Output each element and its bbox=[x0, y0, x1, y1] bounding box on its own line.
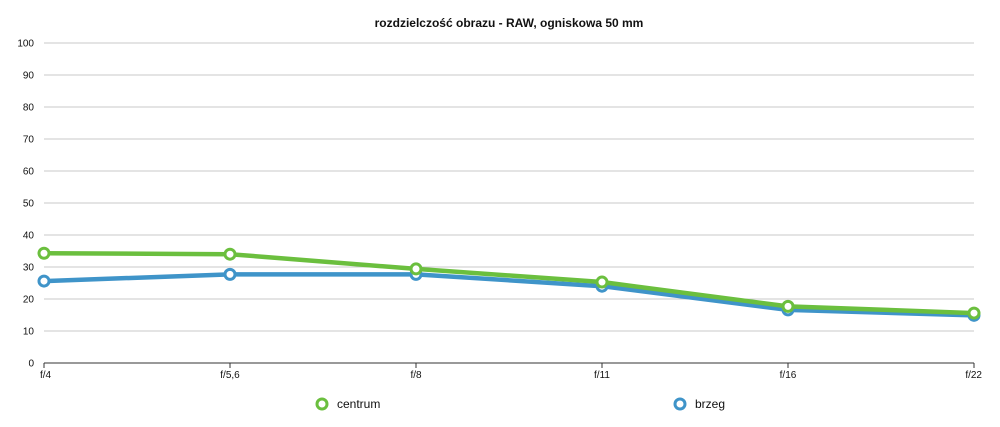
x-tick-label: f/4 bbox=[40, 370, 52, 381]
y-tick-label: 10 bbox=[23, 327, 35, 338]
series-line bbox=[41, 250, 977, 316]
y-tick-label: 30 bbox=[23, 263, 35, 274]
legend-label: brzeg bbox=[695, 397, 725, 411]
series-lines bbox=[37, 246, 981, 322]
data-point bbox=[223, 267, 237, 281]
y-axis-tick-labels: 0 10 20 30 40 50 60 70 80 90 100 bbox=[17, 39, 34, 370]
legend-label: centrum bbox=[337, 397, 380, 411]
y-tick-label: 60 bbox=[23, 167, 35, 178]
data-point bbox=[37, 246, 51, 260]
legend-marker bbox=[673, 397, 687, 411]
y-tick-label: 80 bbox=[23, 103, 35, 114]
legend-marker bbox=[315, 397, 329, 411]
data-point bbox=[223, 247, 237, 261]
data-point bbox=[781, 299, 795, 313]
y-tick-label: 20 bbox=[23, 295, 35, 306]
y-tick-label: 90 bbox=[23, 71, 35, 82]
series-line bbox=[41, 272, 977, 318]
y-tick-label: 50 bbox=[23, 199, 35, 210]
gridlines bbox=[44, 42, 974, 364]
legend: centrum brzeg bbox=[315, 397, 725, 411]
data-point bbox=[409, 262, 423, 276]
legend-item: centrum bbox=[315, 397, 380, 411]
x-tick-label: f/11 bbox=[594, 370, 610, 381]
chart-title: rozdzielczość obrazu - RAW, ogniskowa 50… bbox=[375, 16, 644, 30]
x-tick-label: f/5,6 bbox=[220, 370, 240, 381]
legend-item: brzeg bbox=[673, 397, 725, 411]
x-tick-label: f/22 bbox=[965, 370, 982, 381]
data-point bbox=[37, 274, 51, 288]
series-centrum bbox=[37, 246, 981, 320]
data-point bbox=[967, 306, 981, 320]
x-tick-label: f/8 bbox=[410, 370, 422, 381]
y-tick-label: 0 bbox=[28, 359, 34, 370]
data-point bbox=[595, 275, 609, 289]
x-tick-label: f/16 bbox=[780, 370, 797, 381]
y-tick-label: 70 bbox=[23, 135, 35, 146]
y-tick-label: 100 bbox=[17, 39, 34, 50]
x-axis-tick-labels: f/4 f/5,6 f/8 f/11 f/16 f/22 bbox=[40, 363, 982, 381]
y-tick-label: 40 bbox=[23, 231, 35, 242]
